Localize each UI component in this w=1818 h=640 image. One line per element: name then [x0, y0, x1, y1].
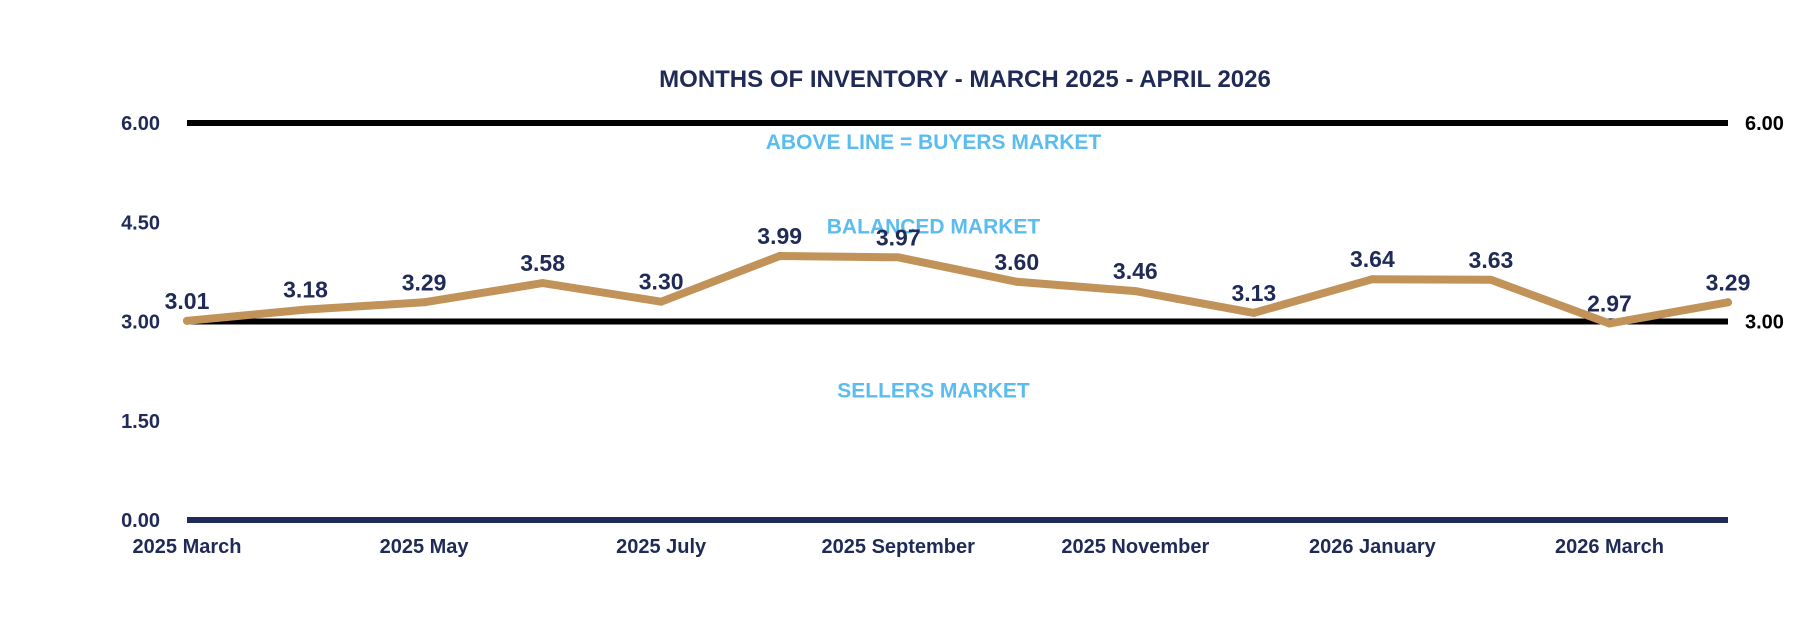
- data-label: 3.29: [1706, 269, 1751, 295]
- y-tick-label: 3.00: [121, 312, 160, 334]
- data-label: 3.18: [283, 277, 328, 303]
- data-point: [1131, 287, 1140, 296]
- data-label: 3.64: [1350, 246, 1395, 272]
- x-tick-label: 2025 May: [380, 536, 470, 558]
- data-label: 3.60: [994, 249, 1039, 275]
- right-tick-label: 6.00: [1745, 113, 1784, 135]
- data-labels: 3.01 3.18 3.29 3.58 3.30 3.99 3.97 3.60 3.46 3.13…: [165, 223, 1751, 316]
- data-label: 3.29: [402, 269, 447, 295]
- data-label: 3.46: [1113, 258, 1158, 284]
- data-label: 3.13: [1231, 280, 1276, 306]
- data-label: 3.58: [520, 250, 565, 276]
- series-line: [183, 252, 1732, 328]
- market-annotations: ABOVE LINE = BUYERS MARKET BALANCED MARKE…: [766, 131, 1102, 403]
- x-axis-tick-labels: 2025 March 2025 May 2025 July 2025 Septembe…: [133, 536, 1664, 558]
- right-axis-tick-labels: 3.00 6.00: [1745, 113, 1784, 334]
- data-point: [1605, 319, 1614, 328]
- y-axis-tick-labels: 0.00 1.50 3.00 4.50 6.00: [121, 113, 160, 532]
- right-tick-label: 3.00: [1745, 312, 1784, 334]
- y-tick-label: 6.00: [121, 113, 160, 135]
- x-tick-label: 2025 September: [822, 536, 976, 558]
- data-point: [1486, 275, 1495, 284]
- data-point: [657, 297, 666, 306]
- data-point: [301, 305, 310, 314]
- data-point: [1368, 275, 1377, 284]
- data-point: [420, 298, 429, 307]
- data-point: [894, 253, 903, 262]
- y-tick-label: 0.00: [121, 510, 160, 532]
- data-label: 3.63: [1469, 247, 1514, 273]
- x-tick-label: 2026 January: [1309, 536, 1437, 558]
- data-point: [1249, 308, 1258, 317]
- y-tick-label: 4.50: [121, 212, 160, 234]
- x-tick-label: 2026 March: [1555, 536, 1664, 558]
- reference-lines: [187, 120, 1728, 325]
- x-tick-label: 2025 March: [133, 536, 242, 558]
- x-tick-label: 2025 July: [616, 536, 707, 558]
- chart-title: MONTHS OF INVENTORY - MARCH 2025 - APRIL…: [659, 66, 1271, 93]
- data-label: 3.30: [639, 269, 684, 295]
- data-label: 2.97: [1587, 290, 1632, 316]
- annotation-sellers-market: SELLERS MARKET: [837, 380, 1030, 403]
- x-tick-label: 2025 November: [1061, 536, 1209, 558]
- data-label: 3.99: [757, 223, 802, 249]
- data-point: [183, 316, 191, 325]
- data-point: [538, 279, 547, 288]
- data-label: 3.01: [165, 288, 210, 314]
- annotation-above-line-buyers-market: ABOVE LINE = BUYERS MARKET: [766, 131, 1102, 154]
- inventory-series: [183, 251, 1732, 328]
- y-tick-label: 1.50: [121, 411, 160, 433]
- data-point: [1012, 277, 1021, 286]
- data-label: 3.97: [876, 224, 921, 250]
- annotation-balanced-market: BALANCED MARKET: [827, 216, 1041, 239]
- data-point: [1724, 298, 1732, 307]
- data-point: [775, 251, 784, 260]
